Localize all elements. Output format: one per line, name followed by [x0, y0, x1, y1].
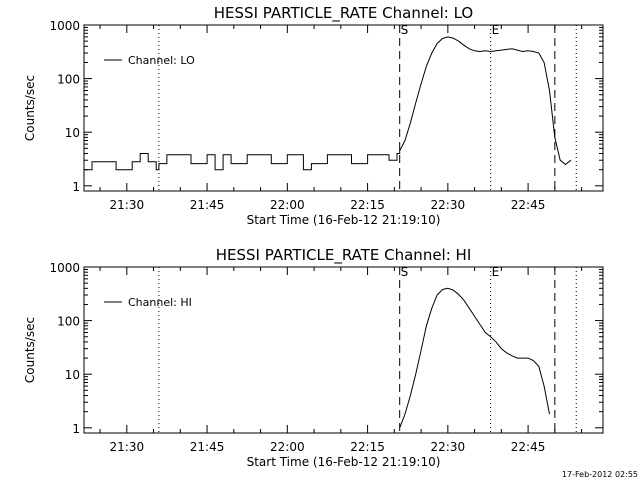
- y-tick-label: 1: [72, 180, 80, 194]
- chart-title: HESSI PARTICLE_RATE Channel: HI: [216, 246, 472, 265]
- x-tick-label: 22:30: [431, 440, 466, 454]
- marker-label: E: [492, 23, 500, 37]
- y-tick-label: 1000: [49, 261, 80, 275]
- y-tick-label: 100: [57, 315, 80, 329]
- chart-title: HESSI PARTICLE_RATE Channel: LO: [214, 4, 473, 23]
- plot-frame: [83, 266, 604, 434]
- x-tick-label: 21:30: [110, 198, 145, 212]
- y-tick-label: 1: [72, 422, 80, 436]
- footer-timestamp: 17-Feb-2012 02:55: [562, 470, 638, 479]
- x-tick-label: 22:45: [511, 440, 546, 454]
- x-tick-label: 22:30: [431, 198, 466, 212]
- panel-lo: HESSI PARTICLE_RATE Channel: LO Counts/se…: [23, 4, 604, 227]
- x-tick-label: 21:45: [190, 198, 225, 212]
- legend-label: Channel: HI: [128, 296, 192, 309]
- legend-label: Channel: LO: [128, 54, 195, 67]
- x-tick-label: 22:45: [511, 198, 546, 212]
- y-axis-label: Counts/sec: [23, 75, 37, 141]
- y-axis-label: Counts/sec: [23, 317, 37, 383]
- x-tick-label: 22:00: [270, 198, 305, 212]
- y-tick-label: 1000: [49, 19, 80, 33]
- x-tick-label: 21:45: [190, 440, 225, 454]
- series-line: [84, 36, 572, 171]
- x-tick-label: 22:00: [270, 440, 305, 454]
- x-tick-label: 21:30: [110, 440, 145, 454]
- x-axis-label: Start Time (16-Feb-12 21:19:10): [247, 455, 441, 469]
- x-axis-label: Start Time (16-Feb-12 21:19:10): [247, 213, 441, 227]
- x-tick-label: 22:15: [350, 198, 385, 212]
- y-tick-label: 10: [65, 368, 80, 382]
- marker-label: E: [492, 265, 500, 279]
- x-tick-label: 22:15: [350, 440, 385, 454]
- panel-hi: HESSI PARTICLE_RATE Channel: HI Counts/se…: [23, 246, 604, 469]
- plot-frame: [83, 24, 604, 192]
- y-tick-label: 100: [57, 73, 80, 87]
- series-line: [399, 287, 550, 428]
- marker-label: S: [401, 265, 409, 279]
- marker-label: S: [401, 23, 409, 37]
- y-tick-label: 10: [65, 126, 80, 140]
